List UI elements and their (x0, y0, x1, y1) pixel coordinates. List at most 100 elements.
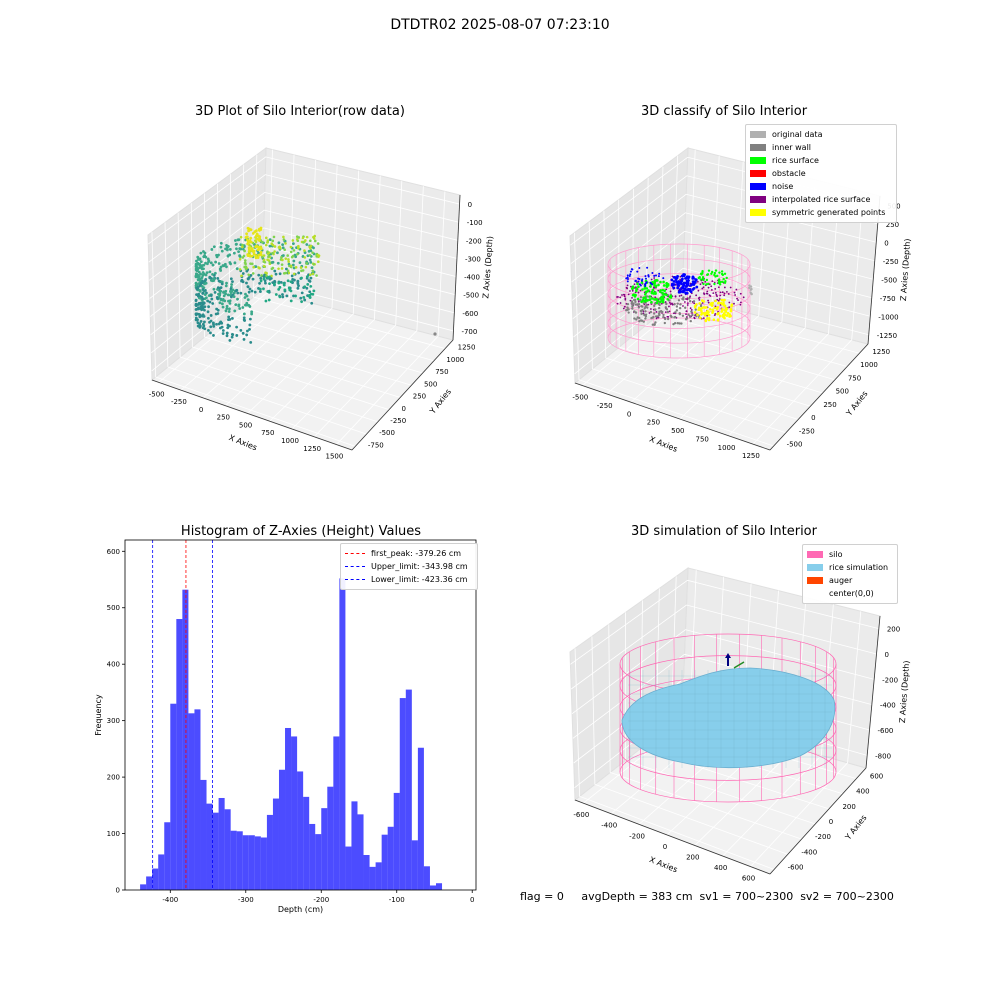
cls-inner-wall-point (687, 313, 690, 316)
cls-interpolated-point (712, 292, 715, 295)
histogram-bar (248, 835, 255, 890)
cls-interpolated-point (733, 302, 735, 305)
cls-inner-wall-point (641, 305, 644, 308)
cls-interpolated-point (669, 290, 672, 293)
cls-inner-wall-point (626, 306, 629, 309)
cls-noise-point (678, 288, 682, 292)
cls-inner-wall-point (689, 319, 692, 323)
raw-wall-point (203, 297, 207, 301)
raw-wall-point (224, 289, 228, 293)
sim-grid-y (608, 624, 802, 840)
raw-surface-point (260, 255, 264, 259)
cls-noise-point (654, 274, 657, 277)
cls-symmetric-point (720, 309, 724, 312)
raw-grid-y (203, 193, 401, 398)
raw-wall-point (285, 294, 289, 298)
sim-legend-item: center(0,0) (807, 587, 893, 600)
cls-interpolated-point (685, 298, 687, 300)
raw-surface-point (300, 269, 303, 273)
cls-y-tick-label: 1000 (860, 361, 878, 369)
cls-inner-wall-point (639, 310, 643, 313)
cls-inner-wall-point (699, 304, 703, 308)
histogram-x-tick-label: -300 (238, 896, 254, 904)
cls-noise-point (626, 274, 629, 277)
raw-wall-point (277, 241, 281, 245)
cls-noise-point (644, 283, 647, 286)
raw-surface-point (282, 238, 286, 241)
cls-grid-z (573, 267, 871, 356)
raw-wall-point (248, 287, 252, 291)
cls-rice-surface-point (662, 284, 666, 287)
cls-legend-label: original data (772, 130, 823, 139)
raw-wall-point (237, 303, 241, 307)
cls-grid-x (679, 173, 792, 420)
cls-inner-wall-point (685, 317, 688, 320)
cls-noise-point (687, 275, 691, 279)
raw-wall-point (243, 319, 247, 322)
raw-wall-point (194, 265, 198, 268)
cls-interpolated-point (627, 293, 630, 296)
cls-interpolated-point (698, 296, 701, 299)
histogram-bar (260, 837, 267, 890)
cls-rice-surface-point (702, 282, 705, 286)
raw-scatter-point (300, 300, 304, 304)
raw-surface-point (273, 245, 277, 248)
raw-surface-point (241, 245, 244, 249)
cls-noise-point (691, 275, 695, 279)
cls-legend-swatch (750, 183, 766, 190)
raw-grid-y (216, 183, 412, 386)
cls-rice-surface-point (705, 273, 709, 277)
cls-inner-wall-point (676, 322, 679, 325)
cls-symmetric-point (703, 314, 707, 317)
raw-wall-point (225, 265, 228, 269)
raw-wall-point (201, 271, 205, 274)
raw-peak-point (249, 240, 253, 244)
cls-interpolated-point (742, 296, 745, 299)
cls-noise-point (638, 278, 641, 281)
raw-wall-point (232, 295, 236, 299)
raw-wall-point (221, 305, 225, 309)
raw-wall-point (225, 304, 229, 308)
raw-wall-point (219, 286, 223, 290)
raw-wall-point (238, 255, 242, 258)
raw-wall-point (225, 331, 229, 335)
raw-wall-point (306, 254, 310, 258)
raw-wall-point (257, 273, 261, 277)
raw-wall-point (250, 289, 254, 293)
cls-inner-wall-point (643, 313, 646, 317)
cls-legend-label: noise (772, 182, 794, 191)
raw-wall-point (242, 338, 246, 341)
cls-rice-surface-point (723, 272, 727, 275)
cls-inner-wall-point (644, 310, 647, 313)
raw-wall-point (229, 295, 233, 299)
cls-interpolated-point (715, 293, 718, 296)
cls-interpolated-point (702, 286, 705, 289)
cls-interpolated-point (696, 280, 699, 283)
raw-wall-point (248, 323, 252, 327)
cls-interpolated-point (734, 294, 737, 296)
histogram-bar (321, 808, 328, 890)
raw-surface-point (241, 243, 244, 247)
raw-scatter-point (274, 293, 278, 296)
raw-wall-point (221, 298, 225, 301)
raw-surface-point (242, 254, 246, 258)
histogram-bar (387, 826, 394, 890)
cls-interpolated-point (717, 299, 720, 302)
raw-grid-x (291, 180, 403, 430)
histogram-bar (272, 798, 279, 890)
raw-wall-point (206, 262, 209, 266)
cls-symmetric-point (728, 313, 732, 316)
cls-interpolated-point (739, 301, 742, 304)
cls-rice-surface-point (654, 278, 658, 282)
cls-interpolated-point (716, 295, 718, 298)
raw-wall-point (219, 298, 223, 302)
raw-surface-point (238, 257, 242, 261)
cls-rice-surface-point (659, 296, 662, 300)
raw-peak-point (245, 235, 249, 239)
raw-y-tick-label: -250 (390, 417, 406, 425)
raw-wall-point (209, 325, 213, 329)
raw-z-tick-label: -400 (464, 274, 480, 282)
cls-interpolated-point (623, 295, 626, 298)
sim-legend-swatch (807, 551, 823, 558)
raw-scatter-point (267, 275, 271, 279)
